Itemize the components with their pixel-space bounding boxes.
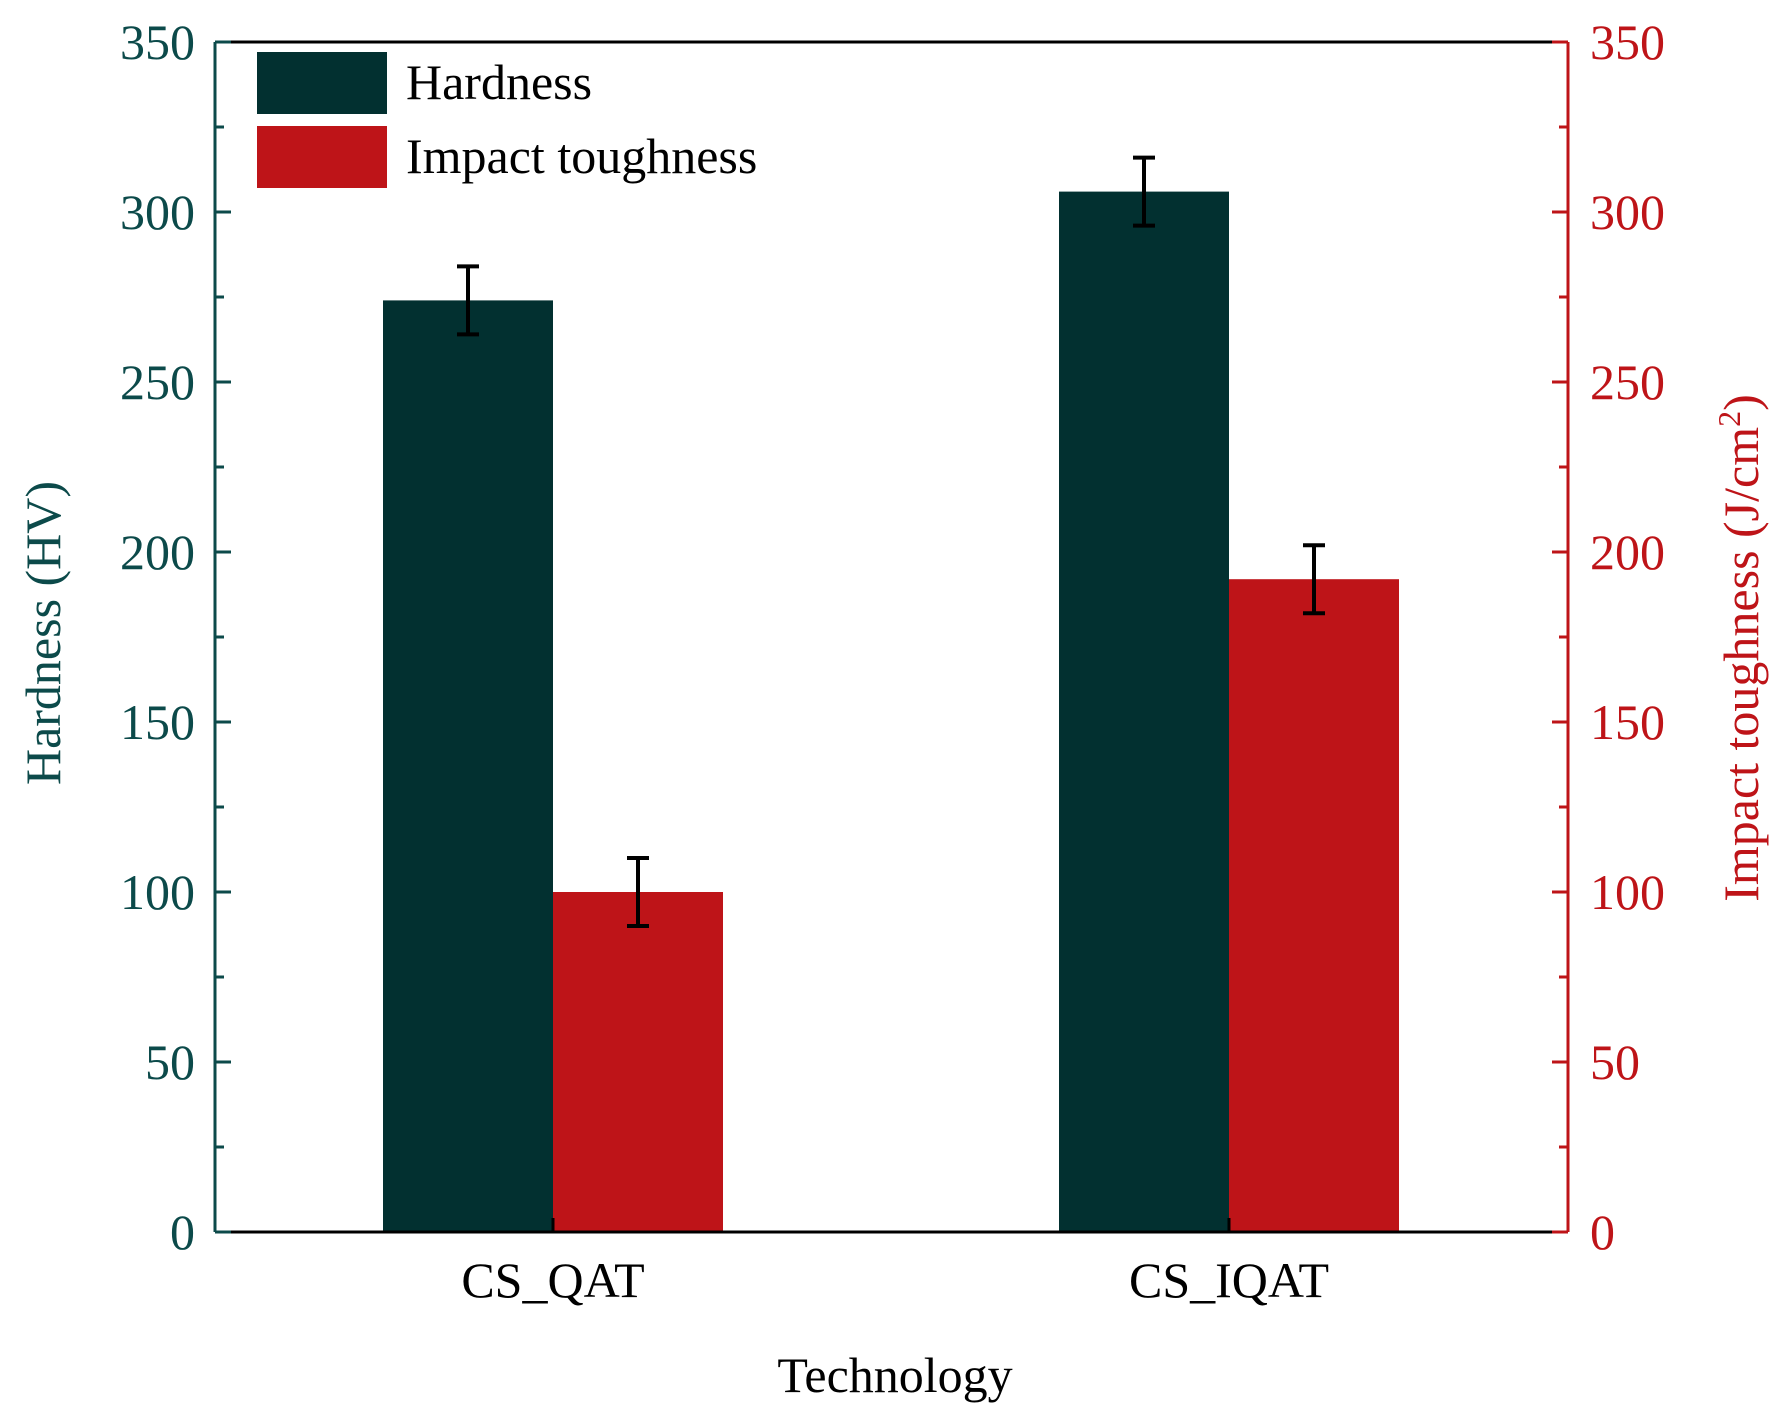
- legend-label: Hardness: [406, 54, 592, 110]
- y-axis-left-title: Hardness (HV): [15, 481, 71, 785]
- error-bar-hardness-cs-iqat: [1133, 155, 1155, 228]
- y-left-tick-label: 300: [120, 184, 195, 240]
- y-left-tick-label: 150: [120, 694, 195, 750]
- y-left-tick-label: 0: [170, 1204, 195, 1260]
- legend-swatch: [257, 52, 387, 114]
- error-bar-impact-toughness-cs-iqat: [1303, 543, 1325, 616]
- legend-item-hardness: Hardness: [257, 52, 592, 114]
- y-right-tick-label: 50: [1590, 1034, 1640, 1090]
- error-bar-impact-toughness-cs-qat: [627, 856, 649, 928]
- legend-label: Impact toughness: [406, 128, 757, 184]
- bars-layer: [383, 191, 1399, 1233]
- y-right-tick-label: 100: [1590, 864, 1665, 920]
- y-right-tick-label: 300: [1590, 184, 1665, 240]
- y-right-tick-label: 250: [1590, 354, 1665, 410]
- legend: Hardness Impact toughness: [257, 52, 757, 188]
- y-right-tick-label: 150: [1590, 694, 1665, 750]
- y-right-tick-label: 200: [1590, 524, 1665, 580]
- x-axis-title: Technology: [777, 1347, 1012, 1403]
- error-bar-hardness-cs-qat: [457, 264, 479, 337]
- y-left-tick-label: 200: [120, 524, 195, 580]
- bar-hardness-cs-qat: [383, 300, 553, 1232]
- y-axis-right-title: Impact toughness (J/cm2): [1711, 394, 1769, 902]
- y-left-tick-label: 50: [145, 1034, 195, 1090]
- y-axis-right-title-main: Impact toughness (J/cm: [1713, 427, 1769, 902]
- y-left-tick-label: 100: [120, 864, 195, 920]
- y-right-tick-label: 350: [1590, 14, 1665, 70]
- bar-impact-toughness-cs-qat: [553, 892, 723, 1232]
- x-tick-label: CS_IQAT: [1129, 1252, 1329, 1308]
- y-right-tick-label: 0: [1590, 1204, 1615, 1260]
- x-tick-label: CS_QAT: [461, 1252, 644, 1308]
- errorbars-layer: [457, 155, 1325, 928]
- y-left-tick-label: 350: [120, 14, 195, 70]
- bar-hardness-cs-iqat: [1059, 191, 1229, 1233]
- y-left-tick-label: 250: [120, 354, 195, 410]
- legend-swatch: [257, 126, 387, 188]
- axes-layer: 0 50 100 150 200 250 300 350 0 50 100 150 200 250 300 3…: [120, 14, 1665, 1308]
- y-axis-right-title-close: ): [1713, 394, 1769, 411]
- bar-impact-toughness-cs-iqat: [1229, 579, 1399, 1232]
- y-axis-right-title-superscript: 2: [1711, 411, 1747, 427]
- legend-item-impact-toughness: Impact toughness: [257, 126, 757, 188]
